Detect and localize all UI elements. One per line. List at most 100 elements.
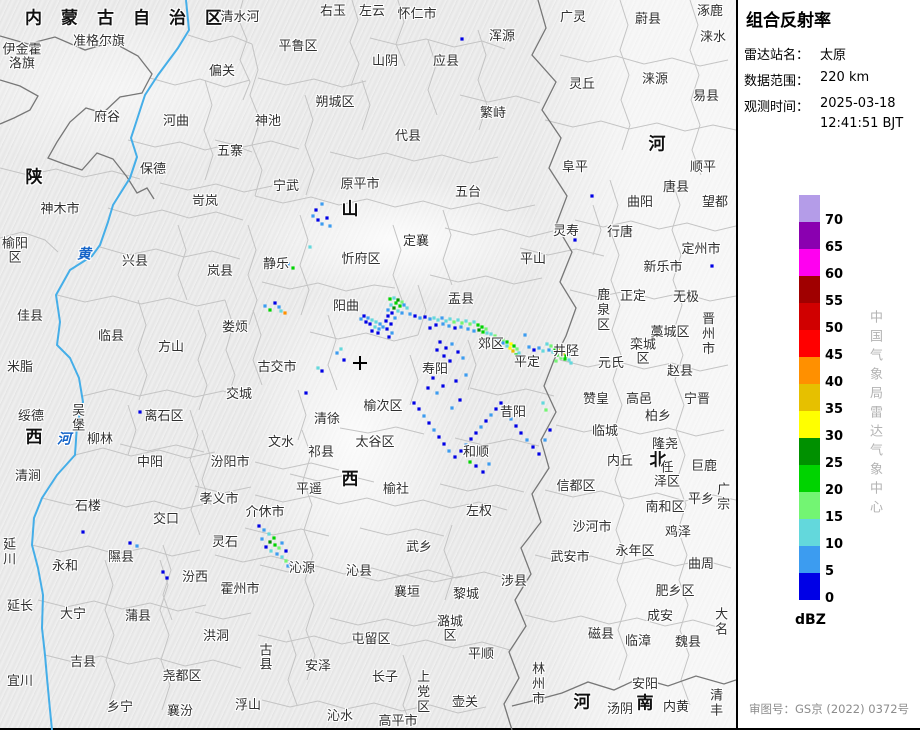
county-label: 潞城 区: [436, 614, 464, 644]
map-canvas: [0, 0, 736, 730]
county-label: 盂县: [447, 291, 475, 307]
echo-cell: [284, 559, 288, 563]
county-boundary-line: [37, 599, 207, 612]
county-label: 浮山: [234, 697, 262, 713]
county-boundary-line: [467, 339, 477, 391]
echo-cell: [543, 438, 547, 442]
river-label: 黄: [77, 246, 91, 263]
echo-cell: [396, 298, 400, 302]
county-boundary-line: [194, 485, 252, 494]
county-boundary-line: [194, 611, 252, 620]
county-label: 岚县: [206, 263, 234, 279]
echo-cell: [555, 353, 559, 357]
legend-tick-label: 25: [825, 456, 844, 471]
echo-cell: [269, 549, 273, 553]
county-label: 府谷: [93, 109, 121, 125]
county-boundary-line: [309, 331, 419, 342]
echo-cell: [384, 319, 388, 323]
echo-cell: [484, 327, 488, 331]
legend-color-block: [799, 546, 820, 573]
county-boundary-line: [44, 654, 242, 669]
county-label: 伊金霍 洛旗: [2, 42, 42, 72]
county-boundary-line: [74, 447, 216, 459]
county-label: 安阳: [631, 676, 659, 692]
county-label: 吴堡: [69, 403, 85, 433]
county-boundary-line: [417, 284, 427, 336]
county-boundary-line: [369, 37, 506, 50]
obstime-clock: 12:41:51 BJT: [820, 116, 904, 131]
county-label: 应县: [432, 53, 460, 69]
echo-cell: [469, 437, 473, 441]
county-boundary-line: [159, 182, 273, 193]
echo-cell: [339, 347, 343, 351]
echo-cell: [468, 460, 472, 464]
echo-cell: [442, 442, 446, 446]
echo-cell: [441, 384, 445, 388]
county-boundary-line: [349, 0, 360, 87]
echo-cell: [514, 353, 518, 357]
echo-cell: [396, 309, 400, 313]
map-approval-number: 审图号：GS京 (2022) 0372号: [749, 702, 910, 716]
echo-cell: [438, 340, 442, 344]
legend-color-block: [799, 465, 820, 492]
echo-cell: [520, 354, 524, 358]
echo-cell: [277, 305, 281, 309]
county-boundary-line: [299, 214, 310, 316]
echo-cell: [519, 431, 523, 435]
echo-cell: [468, 322, 472, 326]
echo-cell: [257, 524, 261, 528]
echo-cell: [392, 296, 396, 300]
echo-cell: [514, 424, 518, 428]
county-label: 涉县: [500, 573, 528, 589]
echo-cell: [537, 346, 541, 350]
county-boundary-line: [254, 494, 508, 511]
echo-cell: [464, 373, 468, 377]
county-boundary-line: [361, 79, 371, 131]
county-label: 隆尧: [651, 436, 679, 452]
echo-cell: [325, 216, 329, 220]
county-boundary-line: [252, 309, 263, 386]
county-label: 中阳: [136, 454, 164, 470]
county-boundary-line: [559, 54, 729, 67]
county-label: 文水: [267, 434, 295, 450]
province-label: 南: [636, 693, 654, 714]
echo-cell: [527, 345, 531, 349]
county-label: 武乡: [405, 539, 433, 555]
county-boundary-line: [197, 309, 208, 411]
county-boundary-line: [409, 354, 419, 406]
echo-cell: [374, 320, 378, 324]
county-boundary-line: [443, 524, 454, 601]
echo-cell: [273, 543, 277, 547]
echo-cell: [481, 330, 485, 334]
county-boundary-line: [0, 167, 141, 180]
county-boundary-line: [689, 0, 702, 176]
radar-station-marker: [353, 356, 367, 370]
county-label: 吉县: [69, 654, 97, 670]
echo-cell: [262, 528, 266, 532]
county-boundary-line: [31, 544, 201, 557]
province-label: 内蒙古自治区: [25, 8, 241, 29]
echo-cell: [286, 564, 290, 568]
echo-cell: [335, 351, 339, 355]
echo-cell: [545, 342, 549, 346]
county-boundary-line: [402, 654, 413, 729]
echo-cell: [541, 349, 545, 353]
county-boundary-line: [327, 314, 338, 391]
county-label: 清涧: [14, 468, 42, 484]
obstime-row: 观测时间： 2025-03-18: [744, 96, 896, 115]
echo-cell: [485, 331, 489, 335]
echo-cell: [444, 346, 448, 350]
county-boundary-line: [247, 224, 258, 326]
echo-cell: [280, 555, 284, 559]
legend-tick-label: 50: [825, 321, 844, 336]
echo-cell: [442, 354, 446, 358]
echo-cell: [432, 316, 436, 320]
echo-cell: [459, 325, 463, 329]
county-boundary-line: [203, 79, 214, 181]
county-boundary-line: [359, 527, 445, 537]
county-label: 曲周: [687, 556, 715, 572]
county-label: 山阴: [371, 53, 399, 69]
county-label: 交口: [152, 511, 180, 527]
county-label: 榆社: [382, 481, 410, 497]
echo-cell: [464, 443, 468, 447]
